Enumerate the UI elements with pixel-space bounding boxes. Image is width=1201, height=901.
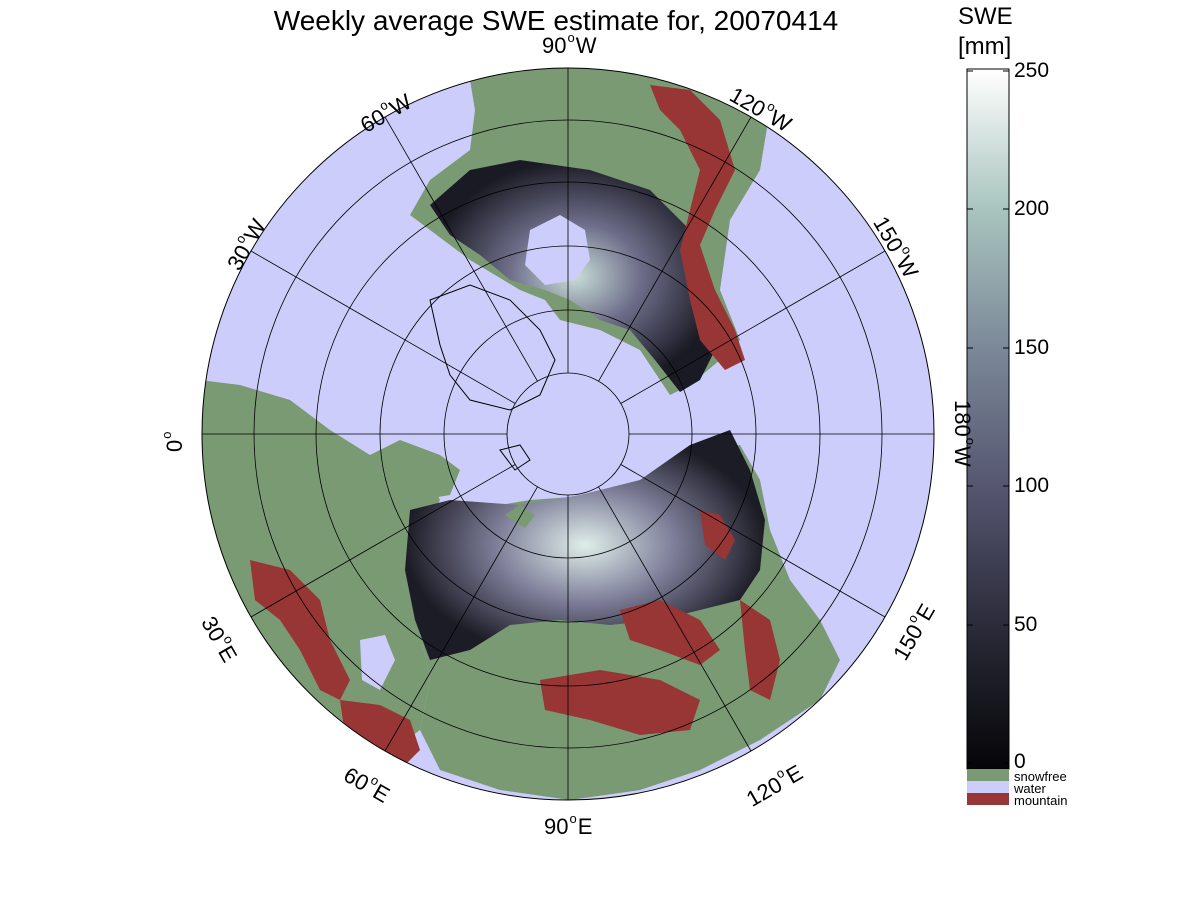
- hudson-bay: [525, 215, 590, 285]
- scandinavia: [370, 440, 460, 500]
- map-border: [201, 67, 935, 801]
- asia-snow: [405, 430, 765, 660]
- colorbar-tick-label: 100: [1014, 474, 1050, 497]
- meridian-line: [620, 464, 886, 618]
- himalaya-mountains: [540, 670, 700, 735]
- category-swatch-snowfree: [967, 769, 1009, 781]
- figure-title: Weekly average SWE estimate for, 2007041…: [273, 5, 839, 36]
- meridians: [202, 68, 934, 800]
- graticule: [202, 68, 934, 800]
- colorbar-title-line1: SWE: [958, 3, 1013, 30]
- longitude-label-0: 0o: [159, 431, 187, 452]
- meridian-line: [250, 464, 516, 618]
- longitude-label-90e: 90oE: [544, 811, 593, 839]
- svalbard: [499, 444, 531, 471]
- longitude-label-90w: 90oW: [542, 30, 597, 58]
- southeast-asia-mountains: [740, 600, 780, 700]
- meridian-line: [384, 486, 538, 752]
- meridian-line: [384, 116, 538, 382]
- colorbar-ticks: [967, 70, 1009, 764]
- category-swatch-water: [967, 781, 1009, 793]
- longitude-label-180w: 180oW: [950, 400, 978, 467]
- colorbar-tick-label: 0: [1014, 750, 1026, 773]
- category-swatch-mountain: [967, 793, 1009, 805]
- alps-mountains: [250, 560, 350, 700]
- meridian-line: [620, 250, 886, 404]
- category-label-water: water: [1014, 781, 1046, 796]
- colorbar-gradient: [966, 68, 1010, 770]
- colorbar-title: SWE [mm]: [958, 2, 1013, 62]
- greenland: [429, 284, 556, 411]
- meridian-line: [598, 486, 752, 752]
- siberia-mountains: [700, 510, 735, 560]
- central-asia-mountains: [620, 600, 720, 665]
- colorbar-tick-label: 200: [1014, 197, 1050, 220]
- colorbar-tick-label: 250: [1014, 59, 1050, 82]
- colorbar-title-line2: [mm]: [958, 33, 1012, 60]
- meridian-line: [250, 250, 516, 404]
- category-label-mountain: mountain: [1014, 793, 1068, 808]
- colorbar-tick-label: 150: [1014, 336, 1050, 359]
- category-label-snowfree: snowfree: [1014, 769, 1067, 784]
- meridian-line: [598, 116, 752, 382]
- rockies-mountains: [650, 85, 745, 370]
- colorbar-tick-label: 50: [1014, 613, 1038, 636]
- caucasus-mountains: [340, 700, 420, 770]
